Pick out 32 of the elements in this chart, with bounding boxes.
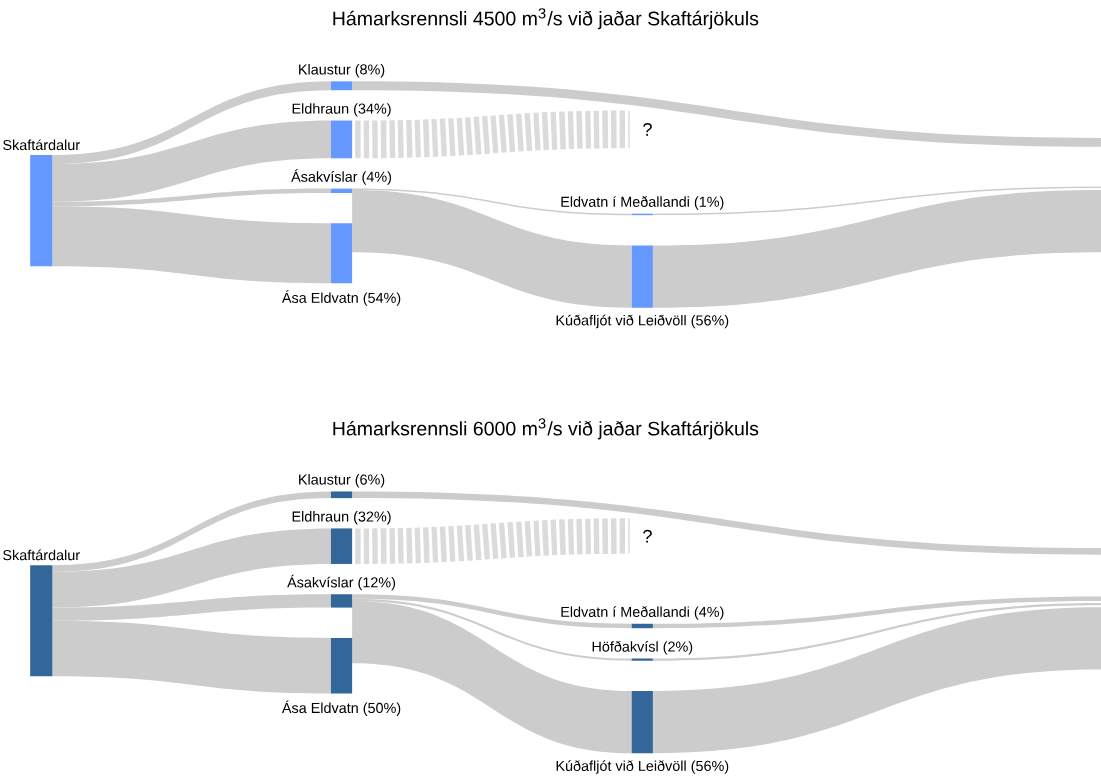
data-label: (12%)	[358, 576, 396, 591]
data-label: (6%)	[355, 473, 385, 488]
data-label: (56%)	[691, 760, 729, 774]
category-label: Eldvatn í Meðallandi	[561, 606, 689, 617]
data-label: (4%)	[362, 171, 392, 185]
data-label: (56%)	[691, 314, 729, 329]
data-label: (1%)	[694, 196, 724, 210]
text: ?	[643, 529, 652, 543]
category-label: Ásakvíslar	[291, 169, 358, 182]
category-label: Eldhraun	[292, 103, 349, 114]
data-label: (50%)	[363, 702, 401, 716]
data-label: (54%)	[363, 292, 401, 306]
data-label: (2%)	[663, 641, 693, 655]
category-label: Eldvatn í Meðallandi	[561, 195, 689, 207]
category-label: Höfðakvísl	[592, 640, 658, 652]
category-label: Ása Eldvatn	[281, 700, 358, 713]
data-label: (34%)	[354, 103, 391, 117]
data-label: (32%)	[354, 510, 391, 525]
data-label: (8%)	[355, 63, 385, 78]
category-label: Ásakvíslar	[287, 574, 354, 588]
text: Skaftárdalur	[3, 549, 80, 561]
category-label: Kúðafljót við Leiðvöll	[556, 760, 686, 774]
data-label: (4%)	[694, 606, 724, 620]
text: ?	[643, 122, 652, 136]
text: Skaftárdalur	[3, 139, 80, 150]
category-label: Kúðafljót við Leiðvöll	[556, 314, 686, 329]
text: Hámarksrennsli 6000 m$^{3}$/s við jaðar Skaftárjökuls	[333, 418, 759, 440]
category-label: Klaustur	[299, 473, 351, 485]
category-label: Ása Eldvatn	[281, 290, 358, 303]
category-label: Eldhraun	[292, 510, 349, 522]
text: Hámarksrennsli 4500 m$^{3}$/s við jaðar Skaftárjökuls	[333, 7, 759, 30]
category-label: Klaustur	[299, 63, 351, 75]
